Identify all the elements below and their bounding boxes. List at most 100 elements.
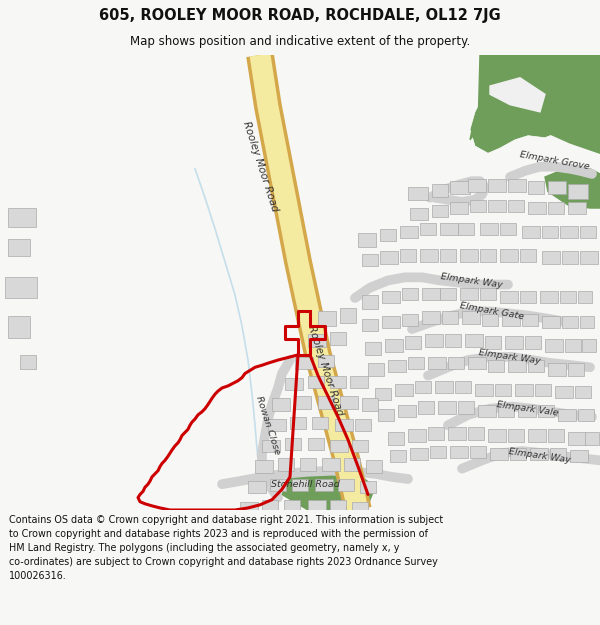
Bar	[330, 332, 346, 344]
Bar	[295, 357, 313, 369]
Bar	[500, 222, 516, 235]
Bar	[408, 188, 428, 200]
Bar	[505, 336, 523, 349]
Bar	[402, 288, 418, 300]
Bar	[530, 448, 548, 461]
Bar	[488, 429, 506, 442]
Bar	[402, 314, 418, 326]
Bar	[568, 363, 584, 376]
Bar	[380, 229, 396, 241]
Bar	[308, 376, 324, 388]
Bar	[278, 458, 294, 471]
Text: Elmpark Way: Elmpark Way	[440, 272, 503, 289]
Bar	[385, 339, 403, 352]
Bar	[522, 226, 540, 238]
Bar	[425, 334, 443, 347]
Bar	[352, 439, 368, 452]
Bar	[408, 357, 424, 369]
Bar	[390, 450, 406, 462]
Bar	[575, 386, 591, 398]
Bar	[480, 222, 498, 235]
Bar	[510, 448, 526, 461]
Bar	[540, 291, 558, 303]
Text: Elmpark Way: Elmpark Way	[478, 348, 542, 366]
Bar	[460, 249, 478, 262]
Bar	[388, 432, 404, 445]
Bar	[520, 291, 536, 303]
Bar	[465, 334, 483, 347]
Bar	[322, 458, 340, 471]
Bar	[362, 295, 378, 309]
Bar	[470, 446, 486, 458]
Bar	[468, 428, 484, 439]
Bar	[542, 251, 560, 264]
Bar	[272, 398, 290, 411]
Bar	[548, 363, 566, 376]
Bar	[488, 200, 506, 212]
Bar	[508, 360, 526, 372]
Bar	[428, 428, 444, 439]
Bar	[558, 409, 576, 421]
Bar	[548, 181, 566, 194]
Bar	[400, 226, 418, 238]
Polygon shape	[282, 471, 375, 510]
Bar	[262, 499, 278, 512]
Bar	[308, 499, 326, 512]
Text: Rooley Moor Road: Rooley Moor Road	[305, 324, 344, 417]
Bar	[318, 396, 334, 409]
Bar	[290, 417, 306, 429]
Bar	[580, 226, 596, 238]
Bar	[8, 208, 36, 227]
Bar	[480, 288, 496, 300]
Polygon shape	[545, 167, 600, 208]
Text: Elmpark Vale: Elmpark Vale	[496, 400, 560, 418]
Text: Elmpark Way: Elmpark Way	[508, 448, 572, 465]
Bar	[355, 419, 371, 431]
Bar	[580, 251, 598, 264]
Bar	[482, 314, 498, 326]
Bar	[285, 438, 301, 450]
Bar	[410, 448, 428, 461]
Bar	[432, 205, 448, 217]
Bar	[485, 336, 501, 349]
Bar	[568, 202, 586, 214]
Bar	[422, 288, 440, 300]
Text: Stonehill Road: Stonehill Road	[271, 479, 340, 489]
Bar	[578, 291, 592, 303]
Bar	[508, 429, 524, 442]
Bar	[580, 316, 594, 328]
Bar	[420, 222, 436, 235]
Bar	[382, 291, 400, 303]
Bar	[405, 336, 421, 349]
Bar	[508, 200, 524, 212]
Bar	[560, 291, 576, 303]
Text: Rooley Moor Road: Rooley Moor Road	[241, 120, 280, 213]
Bar	[378, 409, 394, 421]
Bar	[420, 249, 438, 262]
Bar	[312, 417, 328, 429]
Bar	[498, 404, 514, 417]
Bar	[525, 336, 541, 349]
Bar	[448, 357, 464, 369]
Bar	[450, 181, 470, 194]
Bar	[538, 404, 554, 417]
Bar	[462, 311, 480, 324]
Bar	[528, 202, 546, 214]
Bar	[515, 384, 533, 396]
Bar	[440, 288, 456, 300]
Bar	[285, 378, 303, 390]
Bar	[448, 428, 466, 439]
Bar	[440, 249, 456, 262]
Text: Contains OS data © Crown copyright and database right 2021. This information is : Contains OS data © Crown copyright and d…	[9, 515, 443, 581]
Bar	[480, 249, 496, 262]
Bar	[380, 251, 398, 264]
Bar	[284, 499, 300, 512]
Bar	[468, 357, 486, 369]
Bar	[455, 381, 471, 393]
Bar	[500, 249, 518, 262]
Bar	[262, 439, 280, 452]
Bar	[318, 355, 334, 367]
Bar	[542, 226, 558, 238]
Bar	[548, 429, 564, 442]
Bar	[495, 384, 511, 396]
